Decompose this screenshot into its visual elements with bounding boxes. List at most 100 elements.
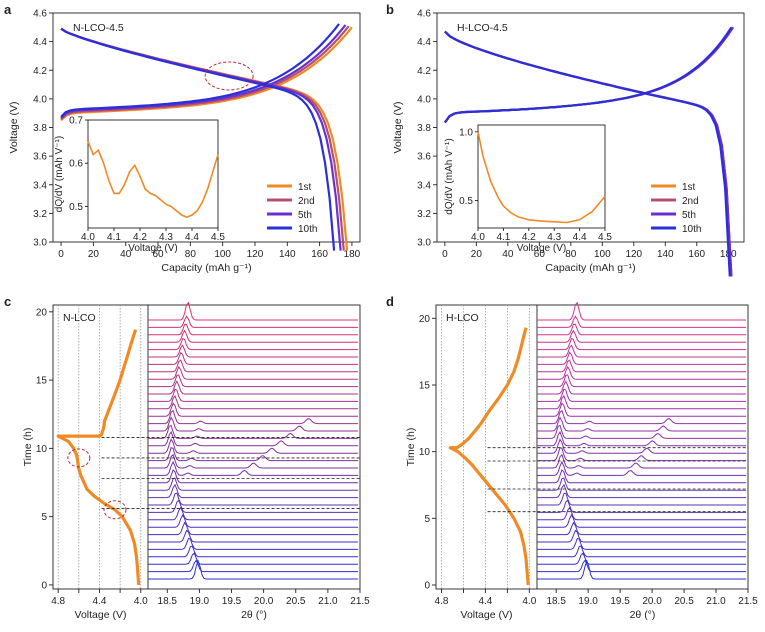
y-tick-label: 3.0 [33,238,47,249]
xrd-pattern [537,559,747,573]
inset-y-tick-label: 0.5 [459,196,473,207]
legend-label-10th: 10th [298,224,317,235]
plot-frame [436,12,745,243]
panel-label-d: d [386,294,394,309]
x-tick-label: 20.5 [674,596,694,607]
xrd-pattern [537,409,747,425]
xrd-pattern [537,402,747,417]
xrd-pattern [148,521,359,536]
x-axis-label: Capacity (mAh g⁻¹) [545,262,635,274]
x-tick-label: 4.4 [478,596,492,607]
x-tick-label: 120 [625,249,642,260]
xrd-pattern [148,359,359,373]
x-tick-label: 60 [152,249,164,260]
xrd-pattern [537,529,747,543]
xrd-pattern [148,380,359,395]
inset-y-tick-label: 0.5 [69,202,83,213]
xrd-pattern [148,365,359,380]
x-tick-label: 20 [88,249,100,260]
y-tick-label: 3.8 [33,123,47,134]
xrd-pattern [148,337,359,351]
charge-curve-1st [60,26,353,122]
y-tick-label: 0 [41,580,47,591]
y-axis-label: Time (h) [22,428,34,467]
xrd-pattern [148,529,359,543]
inset-y-tick-label: 1.0 [459,127,473,138]
y-tick-label: 10 [36,444,48,455]
y-tick-label: 4.0 [417,94,431,105]
charge-curve-5th [444,26,734,124]
chart-title: N-LCO [63,312,96,324]
discharge-curve-10th [60,27,336,251]
x-tick-label: 18.5 [158,596,178,607]
x-tick-label: 21.0 [318,596,338,607]
x-tick-label: 19.5 [610,596,630,607]
x-tick-label: 80 [185,249,197,260]
xrd-pattern [537,374,747,388]
xrd-pattern [537,483,747,499]
annotation-ellipse [67,448,91,468]
y-tick-label: 15 [419,381,431,392]
xrd-pattern [148,388,359,402]
xrd-pattern [148,430,359,447]
y-tick-label: 4.0 [33,94,47,105]
y-tick-label: 4.6 [417,9,431,20]
legend-label-5th: 5th [682,210,696,221]
plot-frame [435,304,749,590]
xrd-pattern [148,477,359,491]
charge-curve-10th [60,23,340,118]
x-tick-label: 180 [344,249,361,260]
discharge-curve-5th [444,30,733,277]
x-axis-label-2theta: 2θ (°) [241,609,267,621]
xrd-pattern [537,438,747,454]
y-tick-label: 3.6 [33,152,47,163]
x-axis-label: Capacity (mAh g⁻¹) [161,262,251,274]
xrd-pattern [537,453,747,469]
inset-x-tick-label: 4.3 [547,232,561,243]
x-tick-label: 20.0 [642,596,662,607]
xrd-pattern [148,424,359,439]
charge-curve-2nd [60,25,350,120]
xrd-pattern [537,537,747,550]
xrd-pattern [537,469,747,484]
y-tick-label: 3.6 [417,152,431,163]
xrd-pattern [537,416,747,432]
x-tick-label: 4.0 [134,596,148,607]
legend-label-1st: 1st [298,182,312,193]
inset-dqdv-line [477,131,606,224]
x-tick-label: 21.5 [350,596,370,607]
x-tick-label: 19.5 [222,596,242,607]
annotation-ellipse [204,61,254,91]
xrd-pattern [537,513,747,528]
panel-label-c: c [4,294,11,309]
charge-curve-10th [444,26,733,124]
xrd-pattern [148,409,359,425]
xrd-pattern [537,430,747,447]
y-tick-label: 4.2 [33,66,47,77]
legend-label-1st: 1st [682,182,696,193]
panel-label-b: b [386,2,394,17]
xrd-pattern [148,513,359,528]
x-tick-label: 4.0 [522,596,536,607]
y-tick-label: 20 [36,307,48,318]
chart-title: N-LCO-4.5 [73,22,124,34]
y-tick-label: 5 [424,514,430,525]
inset-frame [87,119,219,229]
inset-x-axis-label: Voltage (V) [128,243,177,254]
chart-title: H-LCO-4.5 [457,22,508,34]
x-tick-label: 60 [534,249,546,260]
x-tick-label: 19.0 [578,596,598,607]
legend-label-10th: 10th [682,224,701,235]
y-axis-label: Time (h) [405,428,417,467]
plot-frame [52,12,361,243]
x-tick-label: 4.8 [435,596,449,607]
y-tick-label: 4.4 [33,37,47,48]
inset-y-axis-label: dQ/dV (mAh V⁻¹) [54,136,65,212]
xrd-pattern [148,402,359,417]
charge-curve-1st [444,26,734,124]
y-tick-label: 4.6 [33,9,47,20]
inset-x-tick-label: 4.5 [598,232,612,243]
charge-curve-5th [60,24,347,119]
x-tick-label: 160 [311,249,328,260]
inset-x-tick-label: 4.2 [133,232,147,243]
